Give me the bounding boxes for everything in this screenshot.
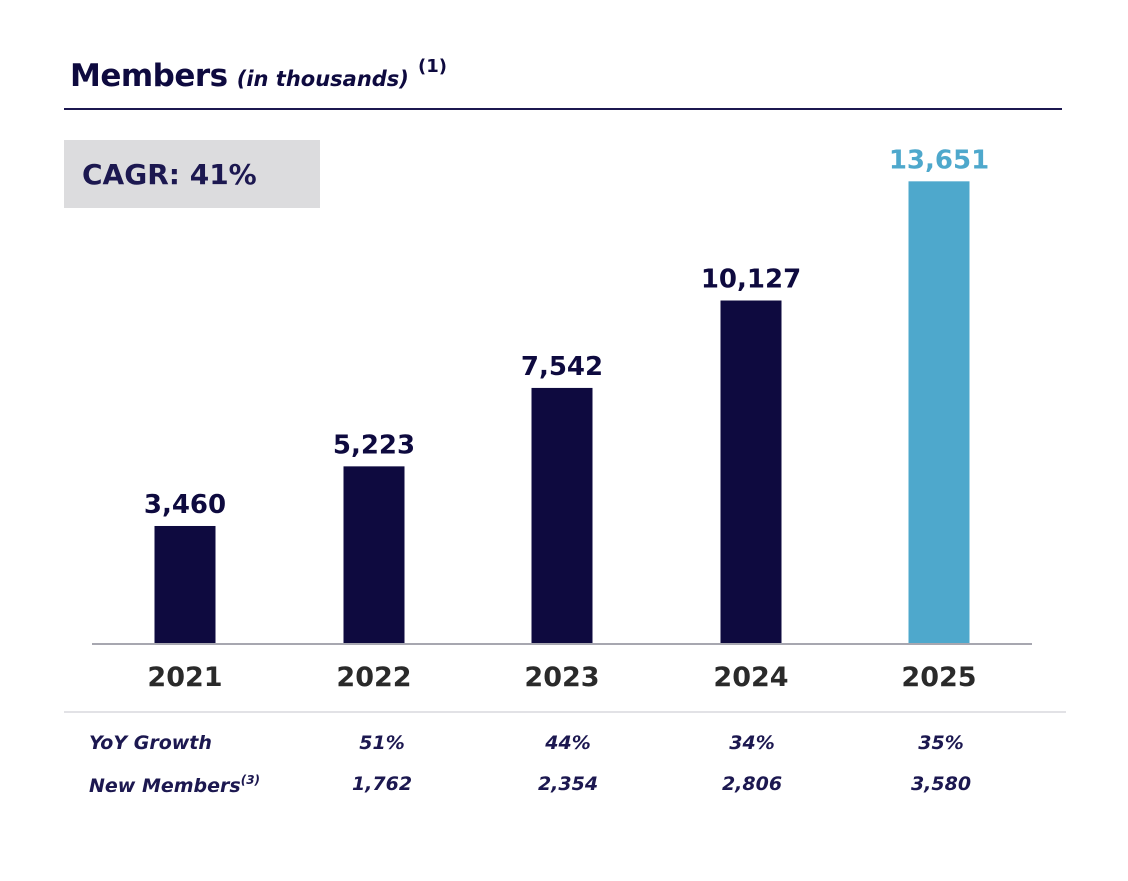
x-tick-2023: 2023: [524, 662, 599, 693]
x-tick-2022: 2022: [336, 662, 411, 693]
chart-title-main: Members: [70, 58, 228, 94]
bar-2022: [343, 466, 405, 643]
bar-2023: [531, 387, 593, 643]
x-tick-2021: 2021: [147, 662, 222, 693]
data-label-2023: 7,542: [521, 352, 603, 382]
bar-2021: [154, 525, 216, 643]
yoy-growth-2022: 51%: [359, 732, 405, 754]
data-label-2025: 13,651: [889, 145, 989, 175]
new-members-footnote: (3): [240, 773, 261, 787]
table-divider: [64, 711, 1066, 713]
new-members-2025: 3,580: [910, 773, 972, 795]
bar-2024: [720, 300, 782, 643]
chart-title: Members (in thousands) (1): [70, 56, 447, 100]
yoy-growth-2025: 35%: [918, 732, 964, 754]
yoy-growth-label-text: YoY Growth: [89, 732, 212, 754]
data-label-2021: 3,460: [144, 490, 226, 520]
chart-title-footnote: (1): [418, 56, 447, 77]
new-members-2024: 2,806: [721, 773, 783, 795]
bar-2025: [908, 181, 970, 644]
bar-chart: 3,460 2021 5,223 2022 7,542 2023 10,127 2024 13,…: [92, 145, 1032, 693]
new-members-label-text: New Members: [89, 775, 241, 797]
x-tick-2024: 2024: [713, 662, 788, 693]
cagr-label: CAGR: 41%: [82, 157, 257, 191]
data-label-2024: 10,127: [701, 265, 801, 295]
yoy-growth-label: YoY Growth: [89, 732, 212, 754]
cagr-badge: CAGR: 41%: [64, 140, 320, 208]
new-members-2022: 1,762: [351, 773, 413, 795]
new-members-label: New Members(3): [89, 773, 260, 797]
yoy-growth-2023: 44%: [545, 732, 591, 754]
title-divider: [64, 108, 1062, 110]
data-label-2022: 5,223: [333, 430, 415, 460]
new-members-2023: 2,354: [537, 773, 599, 795]
yoy-growth-2024: 34%: [729, 732, 775, 754]
x-tick-2025: 2025: [901, 662, 976, 693]
chart-title-units: (in thousands): [236, 67, 409, 91]
